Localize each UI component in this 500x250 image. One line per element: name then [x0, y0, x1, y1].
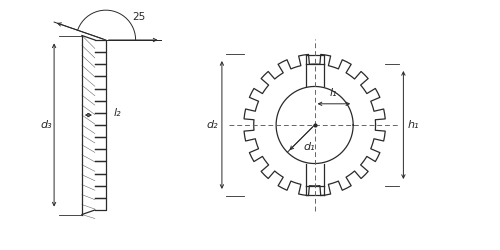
- Text: h₁: h₁: [408, 120, 419, 130]
- Text: d₃: d₃: [40, 120, 52, 130]
- Text: l₁: l₁: [330, 88, 338, 98]
- Text: 25: 25: [132, 12, 145, 22]
- Text: d₁: d₁: [304, 142, 316, 152]
- Text: d₂: d₂: [206, 120, 218, 130]
- Text: l₂: l₂: [114, 108, 122, 118]
